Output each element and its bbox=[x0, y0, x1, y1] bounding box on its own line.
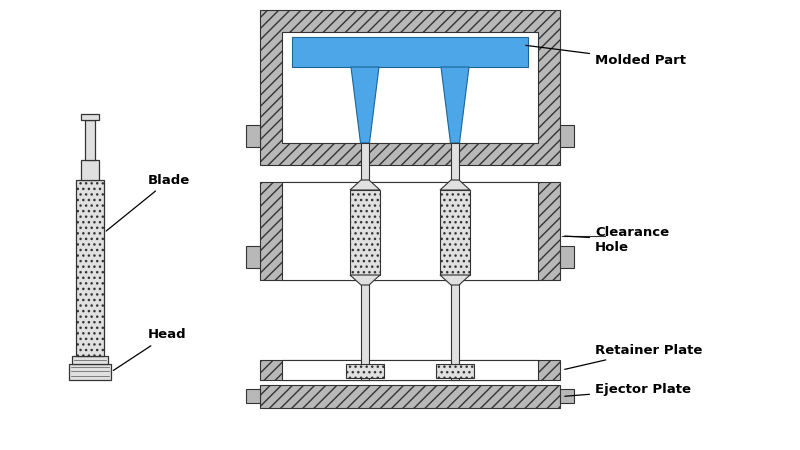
Bar bbox=[282, 182, 538, 280]
Polygon shape bbox=[440, 275, 470, 285]
Bar bbox=[260, 182, 560, 280]
Text: Molded Part: Molded Part bbox=[526, 45, 686, 67]
Bar bbox=[81, 160, 99, 180]
Text: Clearance
Hole: Clearance Hole bbox=[565, 226, 669, 254]
Bar bbox=[69, 364, 111, 380]
Bar bbox=[560, 125, 574, 147]
Polygon shape bbox=[441, 67, 469, 143]
Bar bbox=[361, 143, 369, 380]
Bar bbox=[260, 385, 560, 408]
Polygon shape bbox=[350, 275, 380, 285]
Text: Blade: Blade bbox=[106, 174, 190, 231]
Bar bbox=[246, 125, 260, 147]
Bar bbox=[85, 120, 95, 160]
Bar bbox=[72, 356, 108, 364]
Bar bbox=[260, 10, 560, 165]
Bar bbox=[81, 114, 99, 120]
Text: Head: Head bbox=[114, 328, 186, 370]
Bar bbox=[282, 32, 538, 143]
Bar bbox=[282, 360, 538, 380]
Bar bbox=[346, 364, 384, 378]
Bar bbox=[76, 180, 104, 356]
Bar bbox=[560, 246, 574, 268]
Text: Retainer Plate: Retainer Plate bbox=[565, 343, 702, 369]
Bar bbox=[350, 190, 380, 275]
Bar bbox=[560, 389, 574, 403]
Text: Ejector Plate: Ejector Plate bbox=[565, 383, 691, 396]
Polygon shape bbox=[350, 180, 380, 190]
Bar bbox=[436, 364, 474, 378]
Bar bbox=[440, 190, 470, 275]
Bar bbox=[451, 143, 459, 380]
Polygon shape bbox=[351, 67, 379, 143]
Polygon shape bbox=[440, 180, 470, 190]
Bar bbox=[246, 389, 260, 403]
Bar bbox=[246, 246, 260, 268]
Bar bbox=[292, 37, 528, 67]
Bar bbox=[260, 360, 560, 380]
